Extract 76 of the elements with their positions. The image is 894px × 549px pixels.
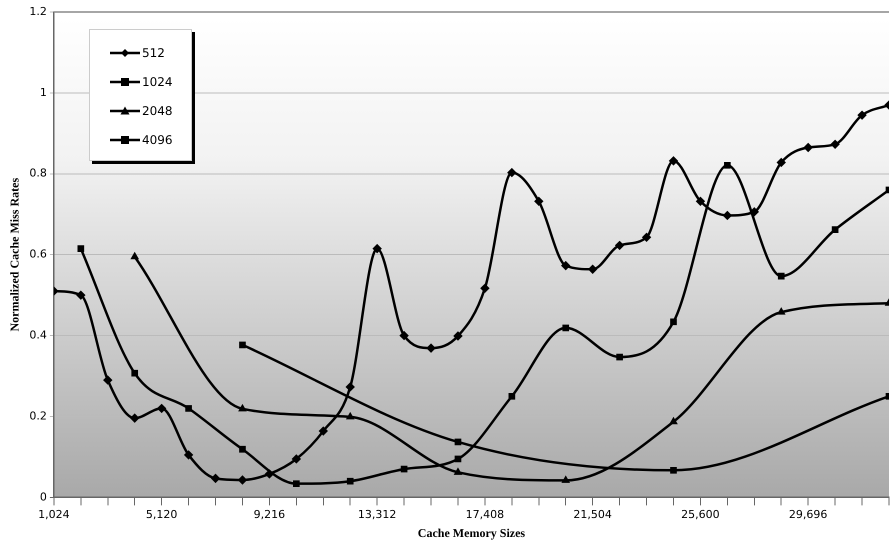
y-tick-label: 0.2 — [29, 409, 47, 422]
x-tick-label: 9,216 — [254, 508, 286, 521]
point — [804, 143, 813, 152]
y-tick-label: 0.4 — [29, 328, 47, 342]
x-tick-label: 17,408 — [466, 508, 504, 521]
point — [372, 244, 382, 254]
point — [615, 240, 624, 250]
point — [185, 405, 192, 412]
point — [778, 272, 785, 280]
point — [668, 156, 678, 166]
point — [830, 140, 840, 149]
point — [346, 412, 354, 420]
point — [777, 308, 786, 315]
point — [696, 196, 705, 206]
point — [534, 196, 544, 206]
legend-label: 2048 — [142, 104, 173, 118]
x-tick-label: 29,696 — [788, 508, 828, 521]
point — [238, 476, 247, 485]
point — [562, 476, 570, 483]
point — [239, 446, 246, 453]
legend-label: 1024 — [142, 74, 173, 88]
point — [238, 404, 246, 412]
point — [454, 456, 462, 462]
point — [454, 438, 462, 446]
point — [832, 226, 838, 233]
point — [103, 376, 112, 385]
point — [426, 344, 436, 353]
y-tick-label: 1.2 — [29, 4, 47, 18]
point — [670, 318, 677, 326]
point — [642, 232, 652, 242]
point — [292, 454, 301, 464]
point — [293, 480, 300, 487]
x-tick-label: 13,312 — [358, 508, 396, 521]
point — [130, 252, 139, 260]
point — [454, 468, 462, 475]
point — [346, 478, 354, 485]
point — [400, 331, 409, 340]
point — [184, 450, 194, 460]
point — [264, 469, 274, 478]
point — [507, 168, 516, 178]
point — [508, 392, 516, 400]
point — [722, 210, 732, 220]
point — [346, 382, 355, 392]
x-tick-label: 5,120 — [146, 508, 178, 521]
point — [211, 474, 220, 483]
x-tick-label: 21,504 — [573, 508, 612, 521]
y-tick-label: 1 — [40, 86, 47, 99]
point — [131, 370, 138, 377]
point — [724, 162, 731, 169]
point — [858, 110, 867, 120]
point — [562, 324, 570, 332]
point — [670, 466, 677, 474]
point — [750, 207, 759, 216]
point — [453, 332, 462, 341]
y-tick-label: 0 — [40, 490, 47, 504]
y-axis-title: Normalized Cache Miss Rates — [7, 178, 22, 332]
point — [670, 417, 678, 424]
x-tick-label: 25,600 — [681, 508, 720, 521]
x-tick-label: 1,024 — [38, 508, 70, 521]
point — [76, 290, 86, 300]
point — [157, 404, 166, 413]
point — [616, 354, 623, 360]
point — [318, 426, 328, 436]
point — [130, 414, 140, 423]
legend-label: 512 — [142, 46, 165, 60]
point — [400, 466, 408, 472]
point — [239, 342, 246, 348]
y-tick-label: 0.8 — [29, 166, 47, 180]
point — [480, 284, 490, 293]
point — [561, 261, 570, 270]
point — [78, 245, 84, 252]
point — [588, 264, 598, 274]
point — [776, 158, 786, 167]
y-tick-label: 0.6 — [29, 248, 47, 261]
legend-label: 4096 — [142, 132, 173, 146]
x-axis-title: Cache Memory Sizes — [418, 526, 526, 540]
